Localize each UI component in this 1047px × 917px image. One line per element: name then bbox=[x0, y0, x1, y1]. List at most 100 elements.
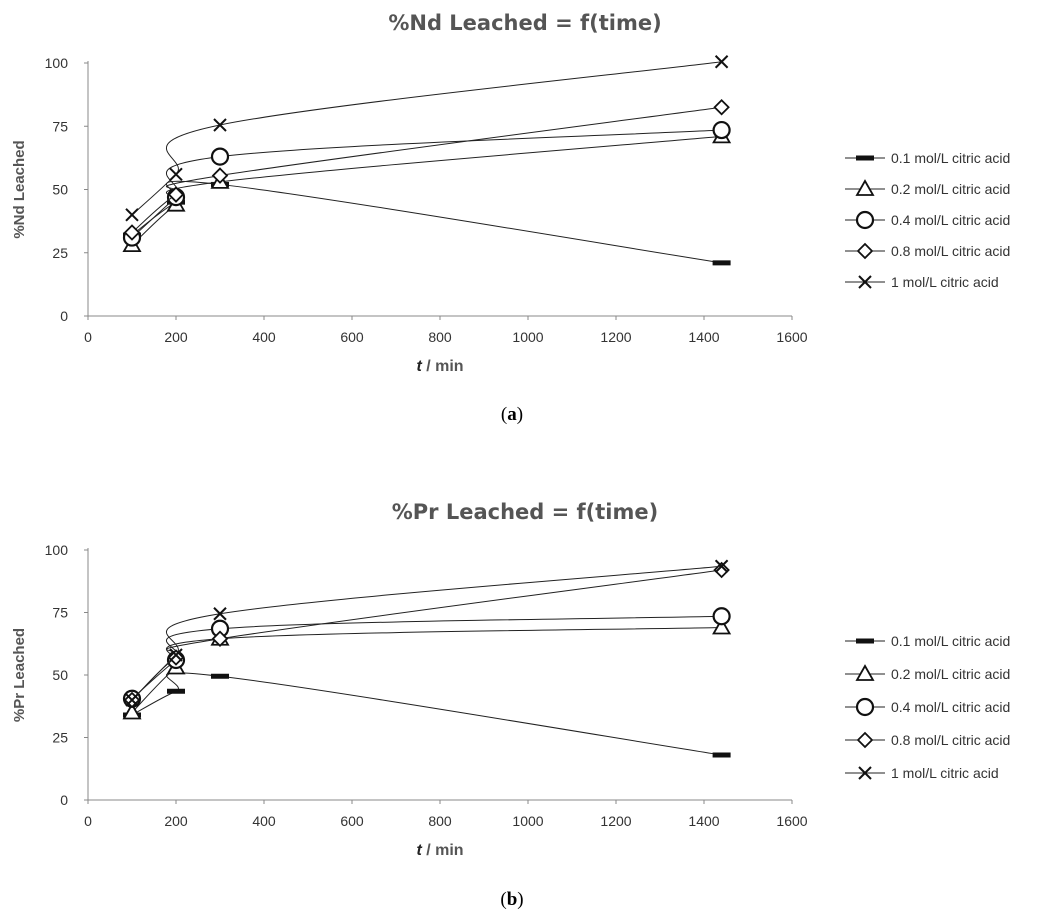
x-tick-label: 200 bbox=[164, 329, 188, 345]
x-tick-label: 1000 bbox=[512, 329, 543, 345]
panel-label: (b) bbox=[500, 889, 523, 910]
legend-marker bbox=[858, 766, 872, 780]
legend-label: 0.8 mol/L citric acid bbox=[891, 243, 1010, 259]
x-axis-label: t / min bbox=[416, 842, 463, 859]
series-5 bbox=[125, 559, 729, 707]
legend-marker bbox=[856, 731, 874, 749]
data-point bbox=[213, 607, 227, 621]
y-tick-label: 50 bbox=[52, 182, 68, 198]
series-line bbox=[131, 61, 722, 216]
y-tick-label: 25 bbox=[52, 730, 68, 746]
legend-entry: 0.4 mol/L citric acid bbox=[845, 697, 1010, 717]
x-tick-label: 1000 bbox=[512, 813, 543, 829]
x-tick-label: 800 bbox=[428, 329, 452, 345]
legend-entry: 0.1 mol/L citric acid bbox=[845, 150, 1010, 166]
legend-entry: 0.2 mol/L citric acid bbox=[845, 664, 1010, 682]
legend-label: 1 mol/L citric acid bbox=[891, 765, 999, 781]
x-tick-label: 400 bbox=[252, 813, 276, 829]
x-tick-label: 0 bbox=[84, 329, 92, 345]
x-axis-label-var: t bbox=[416, 842, 422, 859]
data-point bbox=[211, 630, 229, 648]
legend-marker bbox=[855, 210, 875, 230]
y-axis-label: %Nd Leached bbox=[11, 140, 28, 238]
legend-entry: 0.1 mol/L citric acid bbox=[845, 633, 1010, 649]
data-point bbox=[712, 120, 731, 140]
series-3 bbox=[122, 607, 731, 708]
y-tick-label: 0 bbox=[60, 792, 68, 808]
legend-label: 0.2 mol/L citric acid bbox=[891, 666, 1010, 682]
x-tick-label: 1400 bbox=[688, 329, 719, 345]
data-point bbox=[169, 167, 183, 182]
series-4 bbox=[123, 99, 730, 241]
series-line bbox=[131, 180, 722, 264]
legend-marker bbox=[856, 242, 874, 260]
legend-marker bbox=[855, 179, 875, 196]
legend-marker bbox=[856, 155, 874, 161]
series-1 bbox=[123, 180, 731, 266]
data-point bbox=[169, 648, 183, 662]
x-axis-label-unit: / min bbox=[422, 358, 464, 375]
x-tick-label: 0 bbox=[84, 813, 92, 829]
legend-label: 0.4 mol/L citric acid bbox=[891, 699, 1010, 715]
data-point bbox=[211, 167, 229, 184]
legend-label: 0.1 mol/L citric acid bbox=[891, 150, 1010, 166]
legend-label: 1 mol/L citric acid bbox=[891, 274, 999, 290]
data-point bbox=[712, 607, 731, 626]
x-axis-label-var: t bbox=[416, 358, 422, 375]
panel-label-close: ) bbox=[517, 889, 523, 910]
legend-label: 0.2 mol/L citric acid bbox=[891, 181, 1010, 197]
series-line bbox=[131, 672, 722, 756]
series-5 bbox=[125, 55, 729, 222]
panel-label-open: ( bbox=[500, 889, 506, 910]
x-tick-label: 600 bbox=[340, 813, 364, 829]
data-point bbox=[123, 224, 141, 241]
panel-label-close: ) bbox=[517, 404, 523, 425]
data-point bbox=[167, 186, 185, 203]
panel-label-letter: b bbox=[507, 889, 518, 910]
y-tick-label: 75 bbox=[52, 605, 68, 621]
x-tick-label: 400 bbox=[252, 329, 276, 345]
data-point bbox=[714, 559, 729, 573]
data-point bbox=[167, 649, 185, 666]
data-point bbox=[125, 208, 139, 222]
data-point bbox=[125, 693, 139, 707]
y-tick-label: 75 bbox=[52, 118, 68, 134]
legend-entry: 0.2 mol/L citric acid bbox=[845, 179, 1010, 197]
y-tick-label: 100 bbox=[45, 542, 69, 558]
legend-marker bbox=[855, 664, 875, 681]
series-4 bbox=[123, 561, 730, 709]
legend-label: 0.1 mol/L citric acid bbox=[891, 633, 1010, 649]
panel-label: (a) bbox=[501, 404, 523, 425]
chart-title: %Pr Leached = f(time) bbox=[392, 500, 658, 524]
data-point bbox=[713, 99, 730, 116]
x-tick-label: 1400 bbox=[688, 813, 719, 829]
panel-label-open: ( bbox=[501, 404, 507, 425]
data-point bbox=[712, 752, 731, 758]
data-point bbox=[714, 55, 729, 69]
x-tick-label: 200 bbox=[164, 813, 188, 829]
x-axis-label-unit: / min bbox=[422, 842, 464, 859]
data-point bbox=[122, 702, 142, 720]
data-point bbox=[167, 688, 185, 694]
legend-marker bbox=[856, 638, 874, 644]
legend-entry: 0.8 mol/L citric acid bbox=[845, 242, 1010, 260]
x-tick-label: 1200 bbox=[600, 813, 631, 829]
data-point bbox=[210, 147, 230, 166]
legend-entry: 1 mol/L citric acid bbox=[845, 274, 999, 290]
legend-entry: 0.4 mol/L citric acid bbox=[845, 210, 1010, 230]
legend-marker bbox=[858, 275, 872, 289]
legend-entry: 1 mol/L citric acid bbox=[845, 765, 999, 781]
y-tick-label: 25 bbox=[52, 245, 68, 261]
chart-title: %Nd Leached = f(time) bbox=[388, 11, 661, 35]
legend-marker bbox=[855, 697, 875, 717]
data-point bbox=[213, 118, 227, 132]
x-tick-label: 800 bbox=[428, 813, 452, 829]
series-1 bbox=[123, 672, 731, 758]
y-tick-label: 100 bbox=[45, 55, 69, 71]
data-point bbox=[211, 673, 229, 679]
data-point bbox=[712, 260, 731, 266]
x-tick-label: 1600 bbox=[776, 329, 807, 345]
